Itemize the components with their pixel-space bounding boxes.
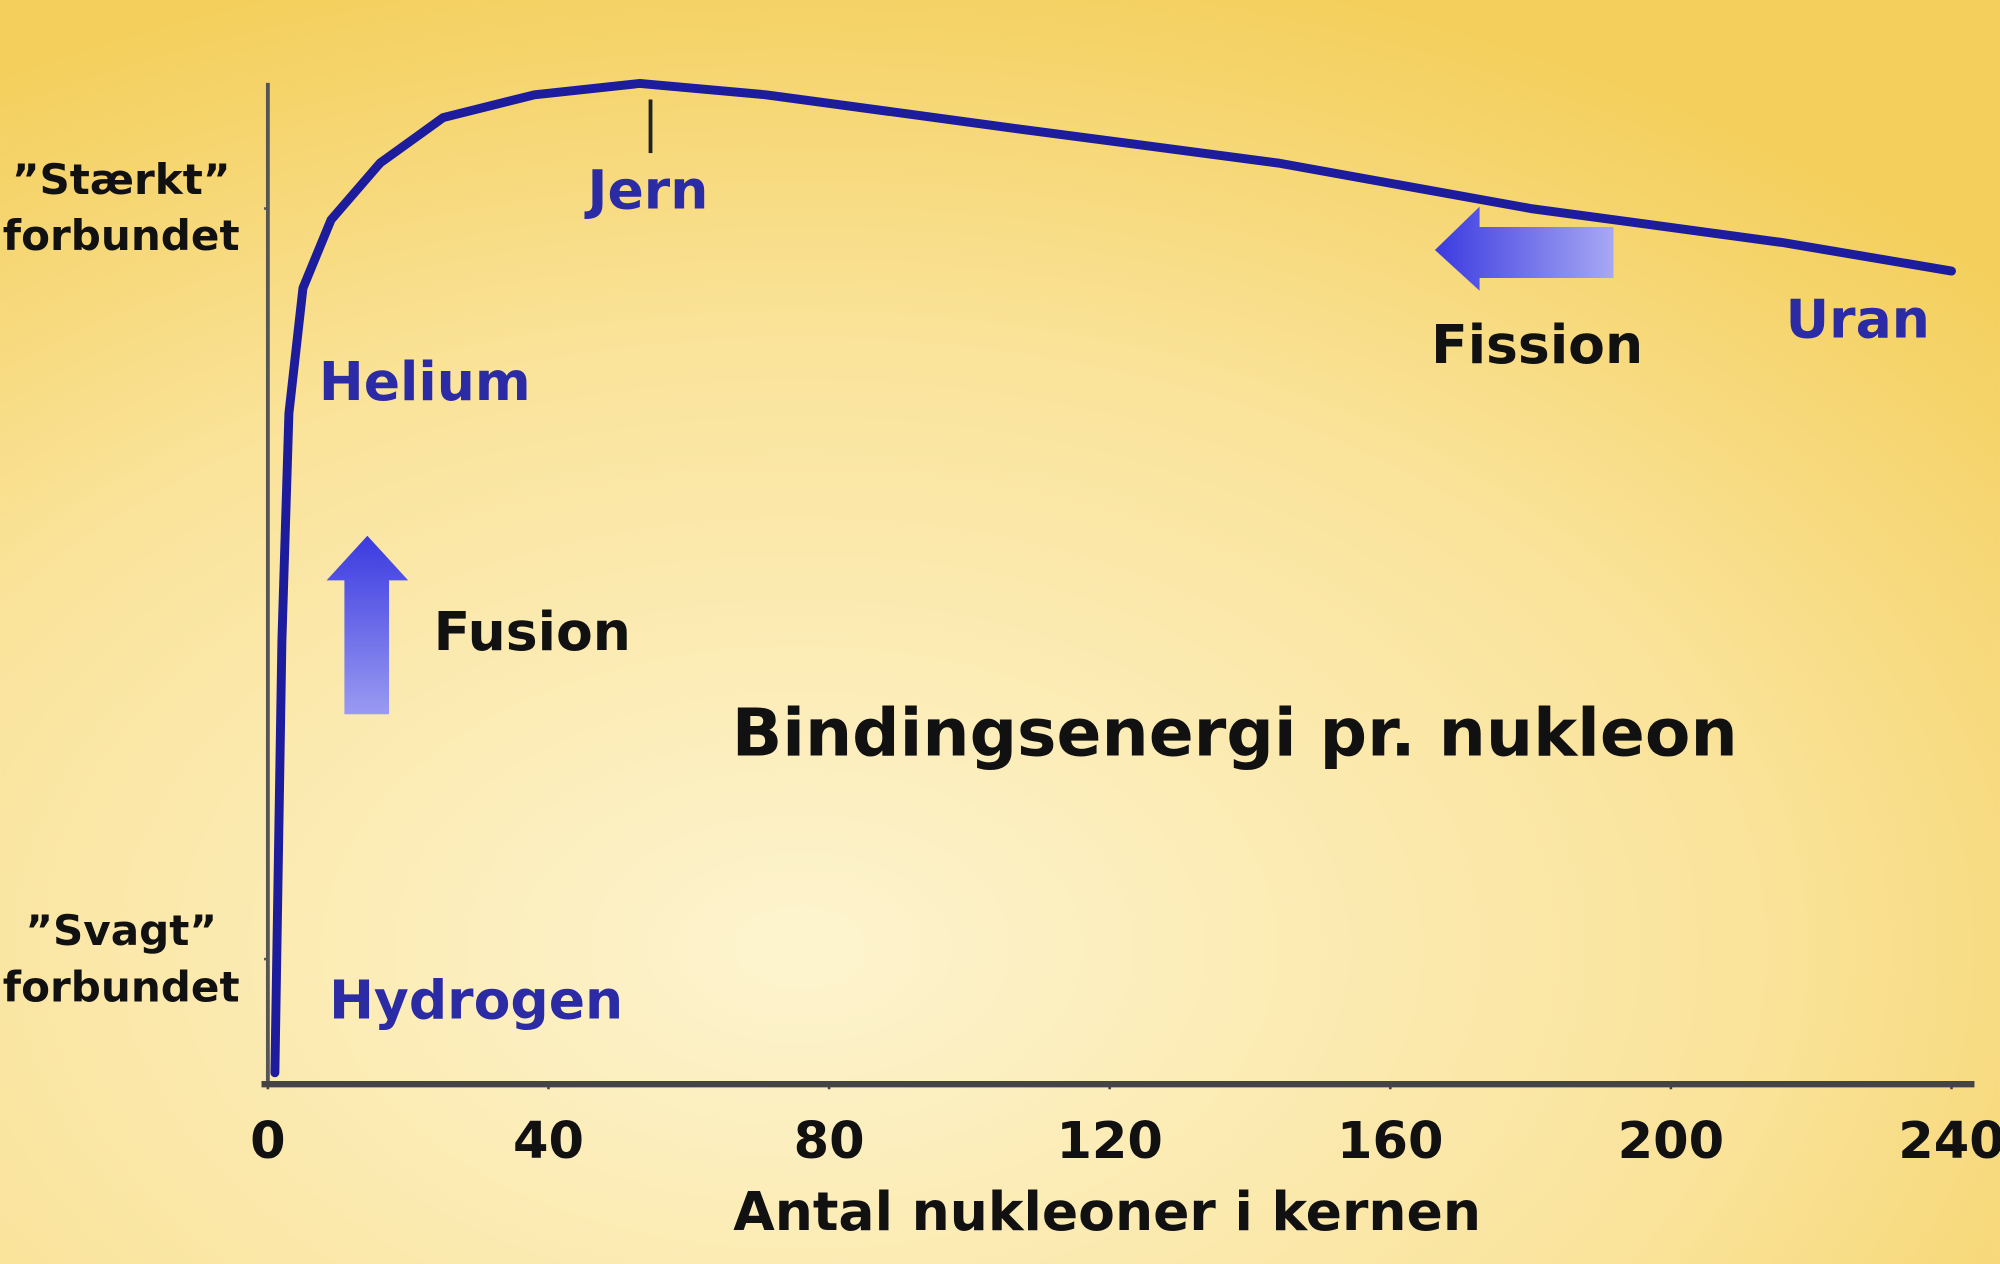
annotation: Fusion	[434, 600, 631, 663]
x-tick-label: 40	[513, 1112, 584, 1171]
annotation: Helium	[319, 350, 531, 413]
y-tick-label-box: ”Svagt” forbundet	[2, 905, 240, 1012]
fission-arrow	[1434, 206, 1614, 291]
x-tick-label: 200	[1618, 1112, 1724, 1171]
x-tick-label: 120	[1056, 1112, 1162, 1171]
y-tick-label: ”Stærkt” forbundet	[2, 154, 240, 261]
x-tick-label: 160	[1337, 1112, 1443, 1171]
annotation: Fission	[1431, 313, 1643, 376]
annotation: Hydrogen	[329, 968, 623, 1031]
x-tick-label: 0	[250, 1112, 286, 1171]
fusion-arrow	[326, 535, 409, 715]
line-series	[270, 78, 1956, 1078]
y-tick-label-box: ”Stærkt” forbundet	[2, 154, 240, 261]
x-tick-label: 80	[794, 1112, 865, 1171]
y-tick-label: ”Svagt” forbundet	[2, 905, 240, 1012]
chart-title: Bindingsenergi pr. nukleon	[732, 693, 1738, 771]
annotation: Jern	[585, 159, 709, 222]
annotation: Uran	[1786, 287, 1930, 350]
x-tick-label: 240	[1898, 1112, 2000, 1171]
x-axis-title: Antal nukleoner i kernen	[733, 1180, 1481, 1243]
